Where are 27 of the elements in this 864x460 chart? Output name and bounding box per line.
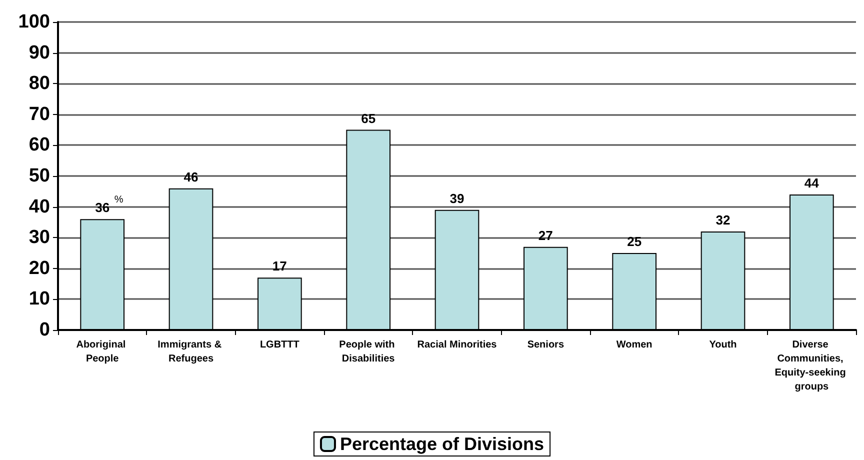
data-label: 65 — [361, 110, 376, 126]
y-tick-label: 20 — [28, 258, 50, 279]
y-tick-label: 30 — [28, 227, 50, 248]
x-tick-label: Women — [616, 340, 652, 350]
x-tick-label: Immigrants & Refugees — [158, 340, 224, 364]
x-tick-label: Seniors — [527, 340, 564, 350]
legend-label: Percentage of Divisions — [340, 434, 544, 454]
data-label: 25 — [627, 234, 642, 249]
data-label: 44 — [804, 175, 820, 190]
y-tick-label: 90 — [28, 42, 50, 64]
y-tick-label: 100 — [18, 12, 50, 32]
y-tick-label: 0 — [39, 320, 50, 340]
x-tick-label: People with Disabilities — [339, 340, 398, 364]
y-tick-label: 60 — [28, 134, 50, 156]
y-tick-label: 80 — [28, 73, 50, 94]
x-tick-label: Racial Minorities — [417, 340, 498, 350]
data-label: 39 — [450, 190, 464, 206]
y-tick-label: 50 — [28, 166, 50, 186]
x-tick-label: Diverse Communities, Equity-seeking groups — [774, 340, 849, 392]
y-tick-label: 10 — [28, 288, 50, 310]
y-tick-label: 70 — [28, 104, 50, 125]
x-tick-label: LGBTTT — [260, 340, 300, 350]
y-tick-label: 40 — [28, 196, 50, 218]
data-label: 32 — [716, 212, 730, 228]
annotation: % — [114, 194, 124, 206]
x-tick-label: Aboriginal People — [76, 340, 128, 364]
x-tick-label: Youth — [709, 340, 737, 350]
